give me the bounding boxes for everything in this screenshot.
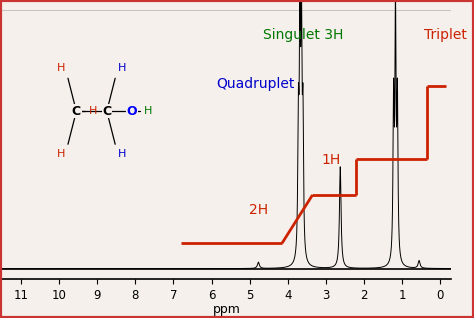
Text: H: H bbox=[57, 149, 65, 159]
Text: Singulet 3H: Singulet 3H bbox=[263, 28, 343, 42]
Text: Triplet: Triplet bbox=[424, 28, 467, 42]
Text: Quadruplet: Quadruplet bbox=[216, 77, 294, 91]
Text: C: C bbox=[72, 105, 81, 118]
Text: C: C bbox=[102, 105, 111, 118]
X-axis label: ppm: ppm bbox=[213, 303, 241, 316]
Text: 2H: 2H bbox=[249, 203, 268, 217]
Text: H: H bbox=[144, 106, 153, 116]
Text: H: H bbox=[118, 149, 126, 159]
Text: O: O bbox=[126, 105, 137, 118]
Text: H: H bbox=[57, 63, 65, 73]
Text: H: H bbox=[118, 63, 126, 73]
Text: H: H bbox=[89, 106, 97, 116]
Text: 1H: 1H bbox=[322, 153, 341, 167]
